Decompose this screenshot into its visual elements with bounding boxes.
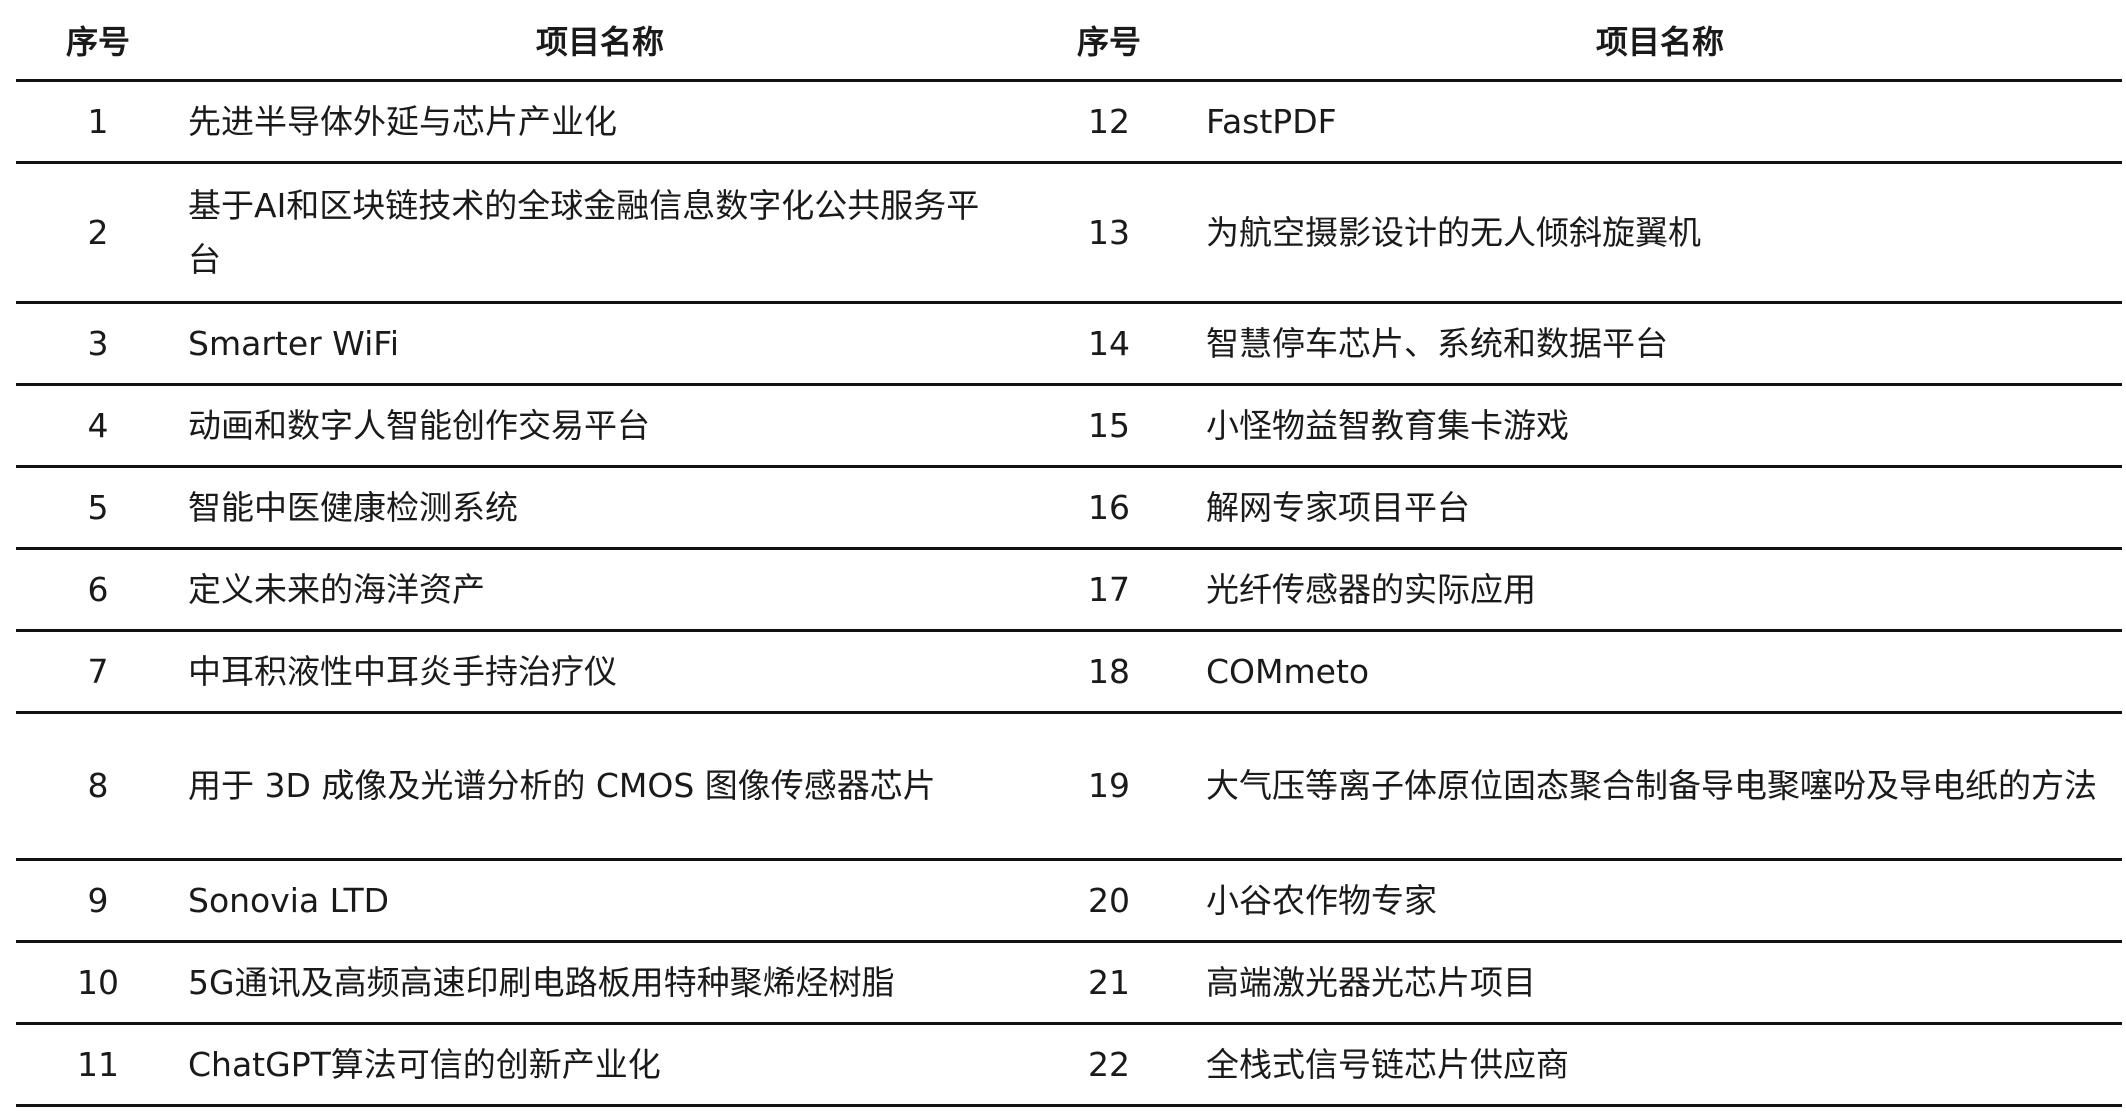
seq-cell-right: 16 [1020, 466, 1198, 550]
name-cell-right: 高端激光器光芯片项目 [1198, 941, 2122, 1025]
seq-cell-left: 8 [16, 712, 180, 861]
name-cell-right: COMmeto [1198, 630, 2122, 714]
header-seq-right: 序号 [1020, 0, 1198, 82]
header-name-right: 项目名称 [1198, 0, 2122, 82]
name-cell-right: 全栈式信号链芯片供应商 [1198, 1023, 2122, 1107]
name-cell-right: 为航空摄影设计的无人倾斜旋翼机 [1198, 162, 2122, 304]
name-cell-right: 解网专家项目平台 [1198, 466, 2122, 550]
header-row: 序号 项目名称 序号 项目名称 [16, 0, 2122, 82]
seq-cell-left: 10 [16, 941, 180, 1025]
name-cell-left: 5G通讯及高频高速印刷电路板用特种聚烯烃树脂 [180, 941, 1020, 1025]
table-row: 6 定义未来的海洋资产 17 光纤传感器的实际应用 [16, 548, 2122, 632]
table-row: 4 动画和数字人智能创作交易平台 15 小怪物益智教育集卡游戏 [16, 384, 2122, 468]
table-row: 7 中耳积液性中耳炎手持治疗仪 18 COMmeto [16, 630, 2122, 714]
table-row: 3 Smarter WiFi 14 智慧停车芯片、系统和数据平台 [16, 302, 2122, 386]
name-cell-right: 小怪物益智教育集卡游戏 [1198, 384, 2122, 468]
seq-cell-left: 7 [16, 630, 180, 714]
name-cell-right: FastPDF [1198, 80, 2122, 164]
name-cell-left: 中耳积液性中耳炎手持治疗仪 [180, 630, 1020, 714]
name-cell-left: 基于AI和区块链技术的全球金融信息数字化公共服务平台 [180, 162, 1020, 304]
name-cell-left: 智能中医健康检测系统 [180, 466, 1020, 550]
name-cell-left: 动画和数字人智能创作交易平台 [180, 384, 1020, 468]
project-table: 序号 项目名称 序号 项目名称 1 先进半导体外延与芯片产业化 12 FastPDF 2… [16, 0, 2122, 1107]
table-row: 11 ChatGPT算法可信的创新产业化 22 全栈式信号链芯片供应商 [16, 1023, 2122, 1107]
seq-cell-right: 13 [1020, 162, 1198, 304]
seq-cell-left: 4 [16, 384, 180, 468]
table-row: 10 5G通讯及高频高速印刷电路板用特种聚烯烃树脂 21 高端激光器光芯片项目 [16, 941, 2122, 1025]
name-cell-right: 小谷农作物专家 [1198, 859, 2122, 943]
name-cell-left: ChatGPT算法可信的创新产业化 [180, 1023, 1020, 1107]
seq-cell-right: 20 [1020, 859, 1198, 943]
seq-cell-left: 2 [16, 162, 180, 304]
seq-cell-left: 1 [16, 80, 180, 164]
seq-cell-left: 5 [16, 466, 180, 550]
seq-cell-right: 12 [1020, 80, 1198, 164]
name-cell-right: 大气压等离子体原位固态聚合制备导电聚噻吩及导电纸的方法 [1198, 712, 2122, 861]
table-row: 8 用于 3D 成像及光谱分析的 CMOS 图像传感器芯片 19 大气压等离子体原位固… [16, 712, 2122, 861]
table-row: 9 Sonovia LTD 20 小谷农作物专家 [16, 859, 2122, 943]
name-cell-right: 智慧停车芯片、系统和数据平台 [1198, 302, 2122, 386]
name-cell-right: 光纤传感器的实际应用 [1198, 548, 2122, 632]
name-cell-left: Sonovia LTD [180, 859, 1020, 943]
seq-cell-right: 17 [1020, 548, 1198, 632]
seq-cell-right: 18 [1020, 630, 1198, 714]
seq-cell-right: 22 [1020, 1023, 1198, 1107]
seq-cell-left: 6 [16, 548, 180, 632]
seq-cell-right: 14 [1020, 302, 1198, 386]
table-row: 1 先进半导体外延与芯片产业化 12 FastPDF [16, 80, 2122, 164]
seq-cell-left: 9 [16, 859, 180, 943]
seq-cell-left: 11 [16, 1023, 180, 1107]
name-cell-left: Smarter WiFi [180, 302, 1020, 386]
name-cell-left: 先进半导体外延与芯片产业化 [180, 80, 1020, 164]
name-cell-left: 定义未来的海洋资产 [180, 548, 1020, 632]
name-cell-left: 用于 3D 成像及光谱分析的 CMOS 图像传感器芯片 [180, 712, 1020, 861]
table-row: 5 智能中医健康检测系统 16 解网专家项目平台 [16, 466, 2122, 550]
header-seq-left: 序号 [16, 0, 180, 82]
seq-cell-right: 21 [1020, 941, 1198, 1025]
seq-cell-right: 19 [1020, 712, 1198, 861]
header-name-left: 项目名称 [180, 0, 1020, 82]
seq-cell-right: 15 [1020, 384, 1198, 468]
seq-cell-left: 3 [16, 302, 180, 386]
table-row: 2 基于AI和区块链技术的全球金融信息数字化公共服务平台 13 为航空摄影设计的无人倾… [16, 162, 2122, 304]
